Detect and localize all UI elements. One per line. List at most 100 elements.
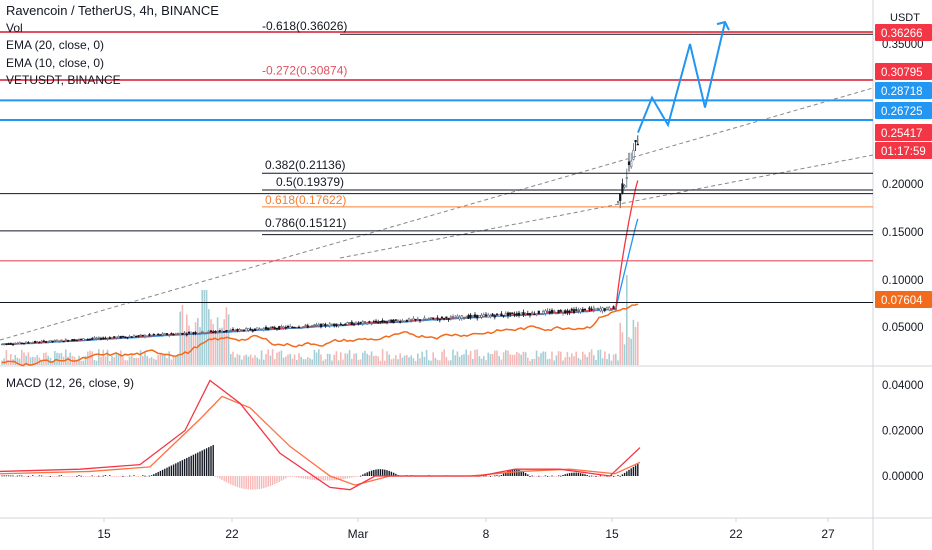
- volume-bar: [340, 352, 342, 365]
- macd-histogram-bar: [150, 475, 153, 477]
- candle-body: [520, 313, 523, 316]
- macd-histogram-bar: [344, 476, 346, 479]
- candle-body: [308, 325, 312, 328]
- volume-bar: [120, 350, 122, 365]
- macd-histogram-bar: [54, 476, 56, 477]
- candle-body: [229, 329, 232, 332]
- candle-body: [341, 324, 345, 326]
- volume-bar: [421, 351, 423, 365]
- candle-body: [612, 306, 615, 309]
- macd-histogram-bar: [588, 475, 591, 477]
- candle-body: [278, 326, 281, 330]
- candle-body: [20, 342, 23, 345]
- volume-bar: [300, 356, 302, 365]
- volume-bar: [597, 350, 599, 365]
- volume-bar: [210, 319, 212, 365]
- legend-vetusdt: VETUSDT, BINANCE: [6, 73, 121, 87]
- macd-histogram-bar: [359, 475, 362, 477]
- macd-histogram-bar: [10, 475, 12, 477]
- volume-bar: [80, 360, 82, 365]
- volume-bar: [142, 356, 144, 365]
- candle-body: [77, 338, 81, 341]
- volume-bar: [100, 357, 102, 365]
- macd-histogram-bar: [584, 474, 586, 476]
- volume-bar: [197, 318, 199, 365]
- macd-histogram-bar: [51, 476, 54, 477]
- macd-histogram-bar: [168, 466, 170, 476]
- macd-histogram-bar: [100, 476, 102, 477]
- volume-bar: [337, 360, 340, 365]
- candle-body: [594, 308, 598, 311]
- candle-body: [427, 318, 430, 320]
- candle-body: [553, 310, 556, 313]
- candle-body: [476, 314, 479, 319]
- candle-body: [214, 330, 217, 333]
- volume-bar: [579, 359, 582, 365]
- volume-bar: [32, 356, 34, 365]
- volume-bar: [280, 350, 283, 365]
- macd-histogram-bar: [245, 476, 247, 490]
- macd-histogram-bar: [388, 470, 390, 476]
- candle-body: [524, 313, 527, 315]
- candle-body: [27, 342, 30, 344]
- macd-histogram-bar: [197, 452, 199, 476]
- volume-bar: [335, 351, 338, 365]
- volume-bar: [571, 353, 573, 365]
- macd-histogram-bar: [21, 475, 23, 477]
- macd-histogram-bar: [626, 471, 628, 476]
- macd-histogram-bar: [318, 476, 320, 481]
- candle-body: [207, 330, 210, 333]
- macd-histogram-bar: [529, 476, 531, 477]
- macd-histogram-bar: [560, 475, 562, 477]
- candle-body: [80, 338, 83, 341]
- candle-body: [480, 314, 483, 318]
- candle-body: [326, 325, 329, 327]
- volume-bar: [304, 359, 307, 365]
- macd-histogram-bar: [117, 476, 120, 477]
- volume-bar: [373, 355, 375, 365]
- candle-body: [352, 323, 356, 325]
- volume-bar: [562, 360, 564, 365]
- volume-bar: [566, 351, 569, 365]
- macd-histogram-bar: [128, 475, 131, 477]
- volume-bar: [267, 349, 269, 365]
- volume-bar: [56, 352, 58, 365]
- candle-body: [236, 328, 239, 331]
- fib-label: 0.618(0.17622): [265, 193, 346, 207]
- macd-histogram-bar: [502, 473, 505, 476]
- candle-body: [148, 334, 151, 336]
- candle-body: [154, 334, 158, 337]
- macd-histogram-bar: [601, 476, 604, 477]
- candle-body: [436, 317, 439, 319]
- volume-bar: [84, 355, 87, 365]
- macd-histogram-bar: [78, 475, 80, 476]
- fib-label: 0.786(0.15121): [265, 216, 346, 230]
- candle-body: [513, 313, 516, 316]
- volume-bar: [634, 327, 637, 365]
- price-badge: [875, 63, 932, 80]
- volume-bar: [311, 359, 313, 365]
- macd-histogram-bar: [111, 476, 113, 477]
- macd-histogram-bar: [23, 476, 25, 477]
- candle-body: [99, 338, 103, 340]
- macd-histogram-bar: [485, 475, 487, 477]
- macd-histogram-bar: [544, 475, 547, 477]
- macd-histogram-bar: [254, 476, 256, 490]
- volume-bar: [498, 356, 500, 365]
- candle-body: [185, 333, 188, 336]
- volume-bar: [489, 354, 492, 365]
- candle-body: [484, 314, 488, 316]
- macd-histogram-bar: [395, 473, 397, 476]
- volume-bar: [89, 350, 91, 365]
- volume-bar: [397, 359, 399, 365]
- candle-body: [473, 314, 477, 318]
- candle-body: [242, 329, 246, 332]
- volume-bar: [188, 325, 190, 365]
- macd-histogram-bar: [346, 476, 349, 479]
- candle-body: [482, 314, 485, 317]
- macd-histogram-bar: [120, 476, 122, 477]
- candle-body: [267, 327, 270, 331]
- candle-body: [401, 320, 404, 322]
- candle-body: [405, 319, 408, 322]
